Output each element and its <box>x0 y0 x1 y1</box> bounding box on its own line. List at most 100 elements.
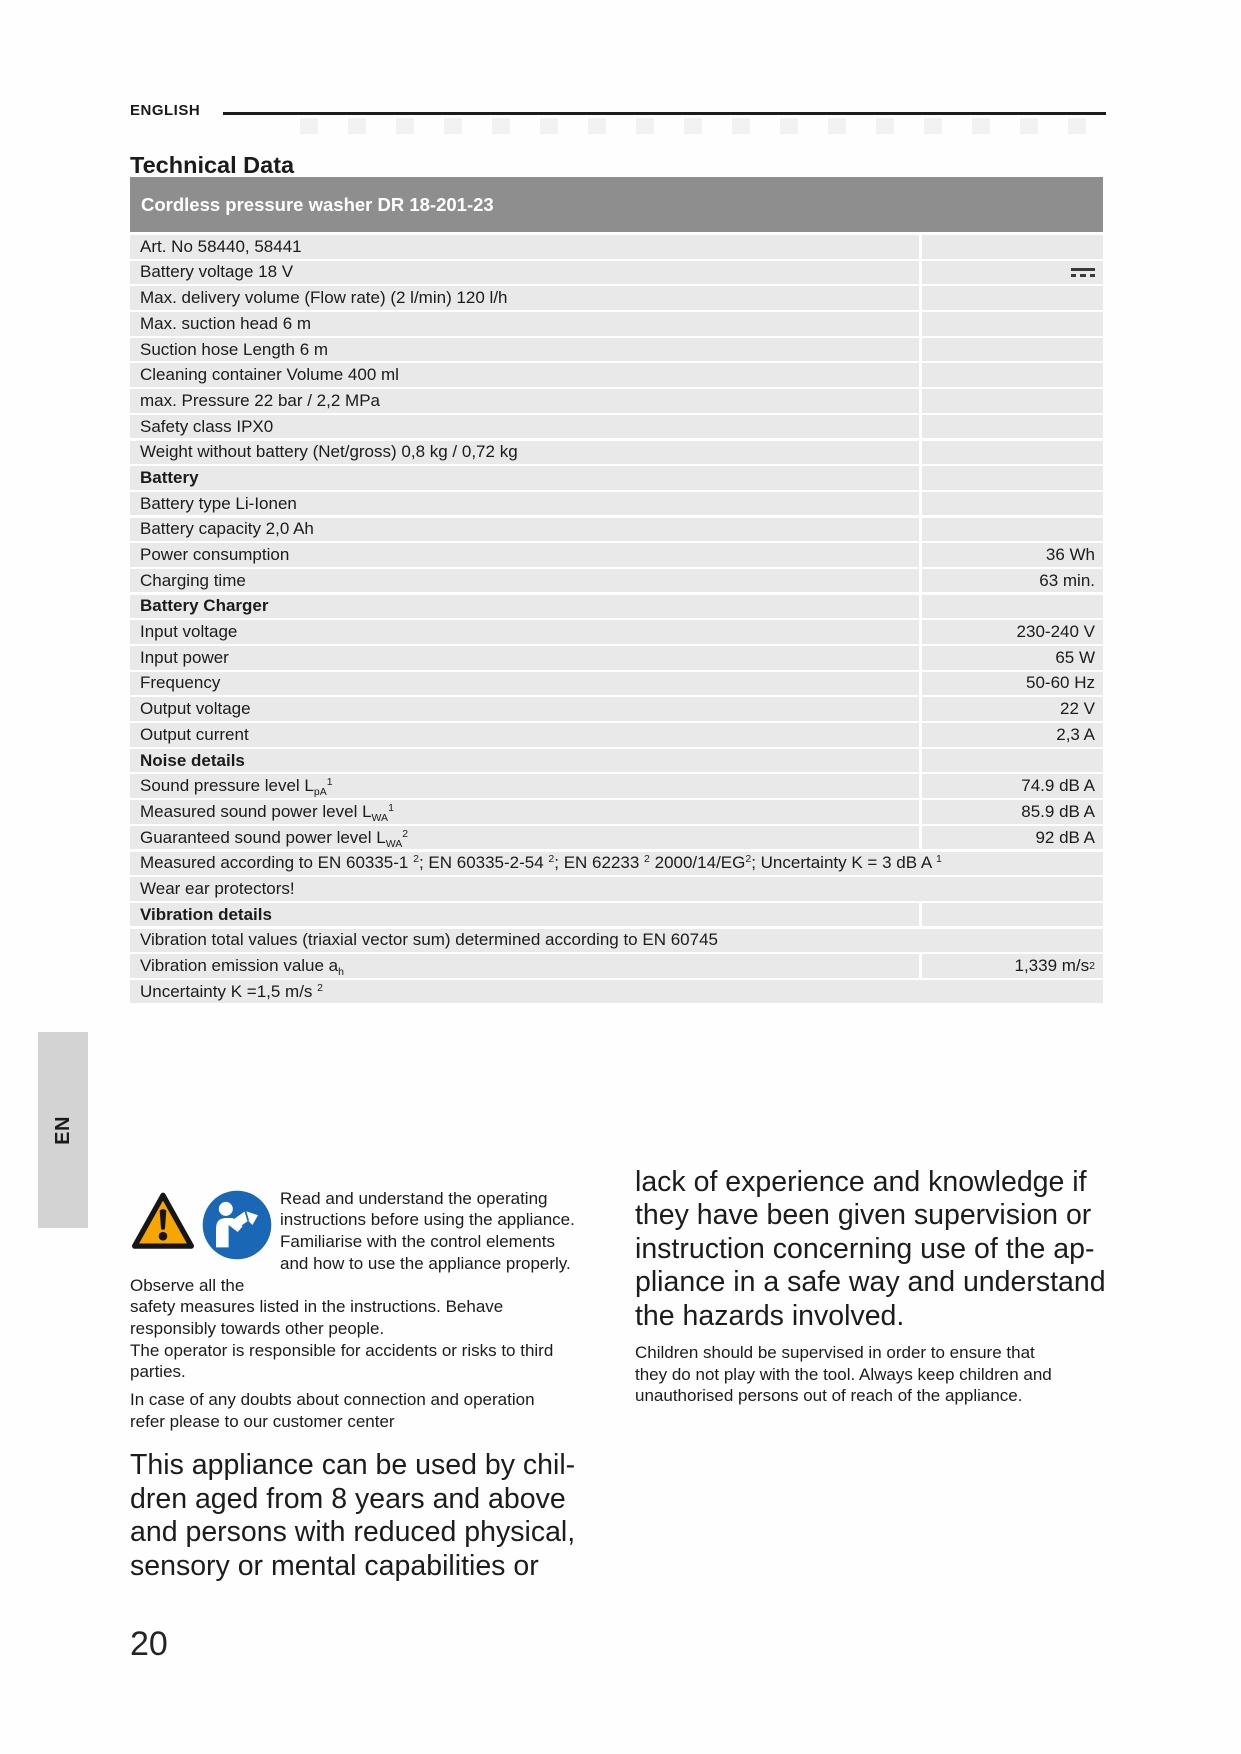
row-value <box>919 312 1103 336</box>
row-value <box>919 363 1103 387</box>
table-row: Power consumption 36 Wh <box>130 543 1103 567</box>
row-value <box>919 440 1103 464</box>
table-row: max. Pressure 22 bar / 2,2 MPa <box>130 389 1103 413</box>
row-value <box>919 902 1103 927</box>
row-label: Weight without battery (Net/gross) 0,8 k… <box>140 442 518 462</box>
row-label: Output voltage <box>140 699 251 719</box>
row-value: 92 dB A <box>919 825 1103 850</box>
row-label: Wear ear protectors! <box>140 878 295 898</box>
table-row: Vibration details <box>130 902 1103 927</box>
row-label: Battery type Li-Ionen <box>140 493 297 513</box>
table-row: Measured according to EN 60335-1 2; EN 6… <box>130 851 1103 875</box>
table-row: Output current 2,3 A <box>130 723 1103 747</box>
row-value <box>919 491 1103 516</box>
table-row: Wear ear protectors! <box>130 877 1103 901</box>
table-row: Suction hose Length 6 m <box>130 337 1103 362</box>
table-row: Noise details <box>130 748 1103 773</box>
row-label: Guaranteed sound power level LWA2 <box>140 827 409 850</box>
table-row: Cleaning container Volume 400 ml <box>130 363 1103 387</box>
intro-paragraph: Read and understand the operating instru… <box>130 1166 612 1383</box>
row-value: 63 min. <box>919 568 1103 593</box>
row-value <box>919 235 1103 259</box>
row-label: Battery voltage 18 V <box>140 262 294 282</box>
table-row: Max. suction head 6 m <box>130 312 1103 336</box>
row-label: Measured sound power level LWA1 <box>140 801 394 824</box>
row-label: Art. No 58440, 58441 <box>140 236 302 256</box>
safety-column-right: lack of experience and knowledge if they… <box>635 1166 1115 1407</box>
row-label: Max. delivery volume (Flow rate) (2 l/mi… <box>140 288 508 308</box>
safety-icons <box>130 1190 272 1264</box>
table-row: Max. delivery volume (Flow rate) (2 l/mi… <box>130 286 1103 310</box>
technical-data-table: Cordless pressure washer DR 18-201-23 Ar… <box>130 177 1103 1006</box>
table-row: Battery voltage 18 V <box>130 260 1103 285</box>
table-row: Measured sound power level LWA1 85.9 dB A <box>130 800 1103 824</box>
children-paragraph-right: lack of experience and knowledge if they… <box>635 1166 1106 1332</box>
en-tab-label: EN <box>51 1115 74 1145</box>
table-row: Charging time 63 min. <box>130 568 1103 593</box>
table-row: Guaranteed sound power level LWA2 92 dB A <box>130 825 1103 850</box>
row-value <box>919 748 1103 773</box>
row-value: 50-60 Hz <box>919 671 1103 696</box>
row-label: Suction hose Length 6 m <box>140 339 329 359</box>
doubts-paragraph: In case of any doubts about connection a… <box>130 1390 535 1431</box>
row-label: Sound pressure level LpA1 <box>140 776 333 799</box>
intro-text: Read and understand the operating instru… <box>130 1188 575 1382</box>
dc-voltage-icon <box>1070 268 1095 277</box>
table-row: Output voltage 22 V <box>130 697 1103 721</box>
scan-artifact <box>300 118 1100 134</box>
row-value: 1,339 m/s 2 <box>919 954 1103 978</box>
row-label: Vibration emission value ah <box>140 956 344 978</box>
table-body: Art. No 58440, 58441 Battery voltage 18 V… <box>130 235 1103 1004</box>
table-row: Uncertainty K =1,5 m/s 2 <box>130 979 1103 1004</box>
row-value: 2,3 A <box>919 723 1103 747</box>
row-label: Power consumption <box>140 545 290 564</box>
row-value <box>919 594 1103 619</box>
row-label: Battery <box>140 467 199 487</box>
row-label: Input power <box>140 647 229 667</box>
row-value <box>919 414 1103 439</box>
table-row: Battery <box>130 466 1103 490</box>
page-title: Technical Data <box>130 151 295 178</box>
table-row: Battery capacity 2,0 Ah <box>130 517 1103 542</box>
table-row: Weight without battery (Net/gross) 0,8 k… <box>130 440 1103 464</box>
row-label: Cleaning container Volume 400 ml <box>140 365 399 385</box>
read-manual-icon <box>202 1190 272 1260</box>
row-value <box>919 337 1103 362</box>
language-label: ENGLISH <box>130 102 201 119</box>
en-language-tab: EN <box>38 1032 88 1228</box>
table-header-bar: Cordless pressure washer DR 18-201-23 <box>130 177 1103 232</box>
table-row: Art. No 58440, 58441 <box>130 235 1103 259</box>
row-value <box>919 260 1103 285</box>
children-paragraph-left: This appliance can be used by chil- dren… <box>130 1449 576 1582</box>
table-row: Vibration emission value ah 1,339 m/s 2 <box>130 954 1103 978</box>
row-label: Battery Charger <box>140 596 269 616</box>
row-label: Vibration total values (triaxial vector … <box>140 930 718 950</box>
row-label: Input voltage <box>140 622 238 642</box>
row-label: max. Pressure 22 bar / 2,2 MPa <box>140 390 380 410</box>
row-label: Uncertainty K =1,5 m/s 2 <box>140 981 323 1001</box>
table-row: Safety class IPX0 <box>130 414 1103 439</box>
table-row: Battery type Li-Ionen <box>130 491 1103 516</box>
row-label: Battery capacity 2,0 Ah <box>140 519 314 539</box>
row-label: Output current <box>140 724 249 744</box>
table-row: Input voltage 230-240 V <box>130 620 1103 644</box>
table-row: Sound pressure level LpA1 74.9 dB A <box>130 774 1103 798</box>
children-note: Children should be supervised in order t… <box>635 1343 1052 1406</box>
row-value: 65 W <box>919 646 1103 670</box>
header-rule <box>223 112 1106 115</box>
table-row: Battery Charger <box>130 594 1103 619</box>
row-value: 36 Wh <box>919 543 1103 567</box>
row-value: 22 V <box>919 697 1103 721</box>
table-row: Vibration total values (triaxial vector … <box>130 928 1103 953</box>
row-label: Safety class IPX0 <box>140 416 274 436</box>
table-row: Frequency 50-60 Hz <box>130 671 1103 696</box>
row-value <box>919 466 1103 490</box>
row-value: 230-240 V <box>919 620 1103 644</box>
safety-column-left: Read and understand the operating instru… <box>130 1166 612 1583</box>
row-value: 74.9 dB A <box>919 774 1103 798</box>
row-label: Charging time <box>140 570 246 590</box>
row-value <box>919 389 1103 413</box>
row-value: 85.9 dB A <box>919 800 1103 824</box>
row-label: Max. suction head 6 m <box>140 313 312 333</box>
